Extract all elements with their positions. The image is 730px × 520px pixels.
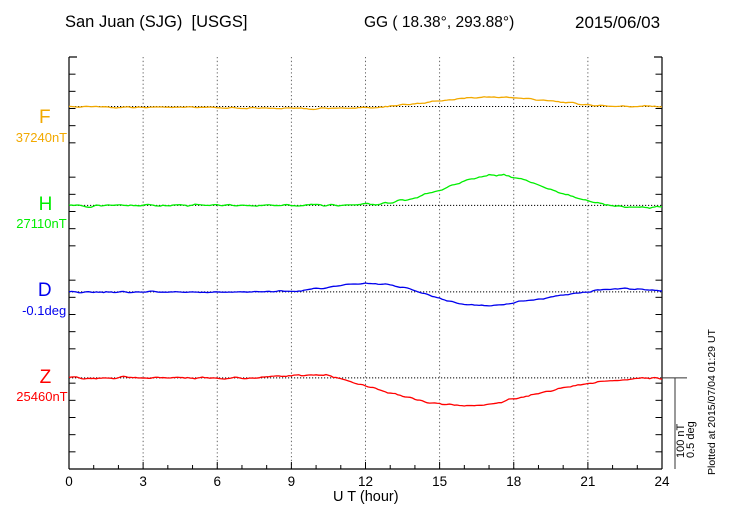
svg-text:6: 6 xyxy=(213,474,221,489)
svg-text:18: 18 xyxy=(506,474,521,489)
svg-text:0: 0 xyxy=(65,474,73,489)
svg-text:3: 3 xyxy=(139,474,147,489)
svg-text:9: 9 xyxy=(288,474,296,489)
svg-text:15: 15 xyxy=(432,474,447,489)
svg-text:24: 24 xyxy=(654,474,670,489)
svg-text:12: 12 xyxy=(358,474,373,489)
svg-text:21: 21 xyxy=(580,474,595,489)
